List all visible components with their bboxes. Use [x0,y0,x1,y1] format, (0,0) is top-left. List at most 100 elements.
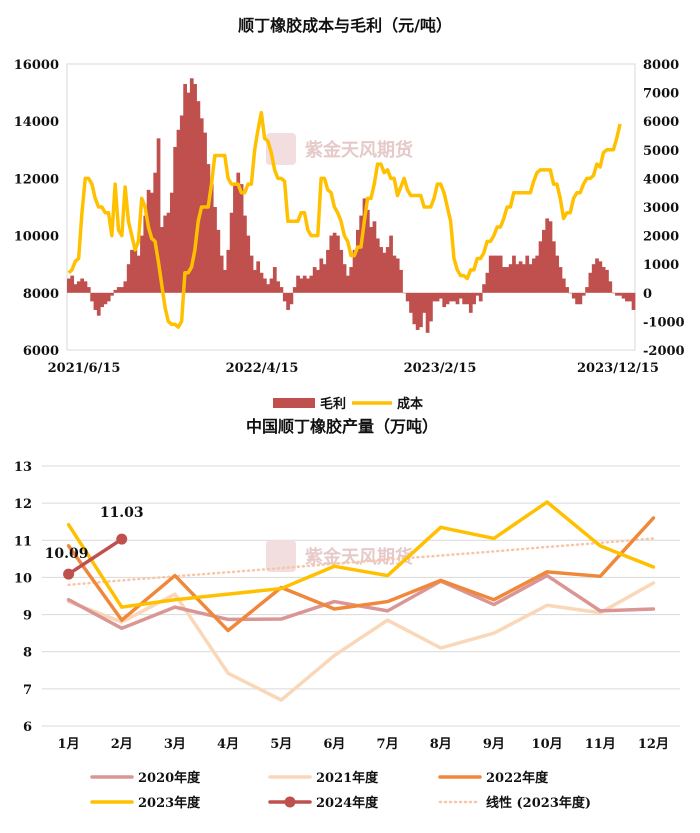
margin-bar [289,292,294,305]
chart1-left-axis: 6000 8000 10000 12000 14000 16000 [14,58,59,359]
margin-bar [605,269,609,293]
chart2-title: 中国顺丁橡胶产量（万吨） [246,417,438,436]
x-axis-tick-label: 2021/6/15 [48,361,121,376]
margin-bar [153,172,158,293]
margin-bar [70,275,75,293]
legend-label: 2023年度 [138,795,201,811]
margin-bar [346,275,350,293]
margin-bar [272,267,277,293]
margin-bar [143,215,148,293]
margin-bar [103,292,108,305]
margin-bar [342,264,347,293]
x-axis-tick-label: 5月 [270,737,292,752]
x-axis-tick-label: 11月 [585,737,616,752]
margin-bar [80,278,85,293]
margin-bar [282,292,287,302]
margin-bar [369,227,373,293]
margin-bar [349,267,354,293]
margin-bar [551,241,556,293]
margin-bar [203,132,207,293]
chart2-x-axis: 1月 2月 3月 4月 5月 6月 7月 8月 9月 10月 11月 12月 [58,737,669,752]
margin-bar [100,292,104,308]
legend-label: 2024年度 [316,795,379,811]
legend-swatch-margin [273,398,315,408]
margin-bar [455,292,460,305]
margin-bar [565,287,569,293]
margin-bar [189,78,194,293]
margin-bar [319,258,324,293]
margin-bar [432,292,437,302]
left-axis-tick-label: 10000 [14,230,59,245]
margin-bar [419,292,423,328]
right-axis-tick-label: 7000 [643,87,679,102]
left-axis-tick-label: 16000 [14,58,59,73]
margin-bar [262,278,267,293]
margin-bar [236,172,241,293]
margin-bar [555,255,559,293]
chart1-watermark-text: 紫金天风期货 [305,139,413,161]
margin-bar [535,255,540,293]
margin-bar [601,267,606,293]
left-axis-tick-label: 8000 [23,287,59,302]
margin-bar [588,272,593,293]
margin-bar [468,292,473,313]
series-marker-2024 [63,568,75,580]
margin-bar [140,235,144,293]
left-axis-tick-label: 12000 [14,172,59,187]
chart-cost-margin: 顺丁橡胶成本与毛利（元/吨） 紫金天风期货 600080001000012000… [14,16,685,412]
margin-bar [595,258,599,293]
chart1-right-axis: -2000 -1000 0 1000 2000 3000 4000 5000 6000 7000 8… [643,58,685,359]
margin-bar [578,292,583,305]
margin-bar [216,229,221,293]
chart2-y-axis: 6 7 8 9 10 11 12 13 [14,460,32,735]
margin-bar [618,292,623,296]
margin-bar [615,292,619,296]
legend-label: 线性 (2023年度) [486,795,591,811]
margin-bar [425,292,430,333]
margin-bar [392,255,397,293]
margin-bar [136,255,141,293]
margin-bar [93,292,98,310]
right-axis-tick-label: 4000 [643,172,679,187]
margin-bar [219,255,224,293]
margin-bar [302,275,307,293]
margin-bar [213,207,217,293]
margin-bar [296,275,300,293]
left-axis-tick-label: 14000 [14,115,59,130]
margin-bar [329,235,334,293]
margin-bar [355,229,360,293]
margin-bar [249,255,254,293]
y-axis-tick-label: 11 [14,534,32,549]
y-axis-tick-label: 7 [23,683,32,698]
margin-bar [372,221,377,293]
margin-bar [399,269,403,293]
y-axis-tick-label: 12 [14,497,32,512]
chart2-series-lines [63,500,656,702]
margin-bar [196,101,201,293]
margin-bar [309,275,314,293]
margin-bar [395,258,400,293]
chart1-margin-bars [67,78,636,333]
margin-bar [561,278,566,293]
margin-bar [239,184,244,293]
margin-bar [502,267,506,293]
right-axis-tick-label: 6000 [643,115,679,130]
margin-bar [156,138,161,293]
x-axis-tick-label: 2023/2/15 [404,361,477,376]
margin-bar [266,284,271,293]
margin-bar [292,287,297,293]
margin-bar [379,247,383,293]
margin-bar [631,292,636,310]
margin-bar [412,292,417,325]
margin-bar [415,292,420,330]
margin-bar [402,292,407,294]
y-axis-tick-label: 6 [23,720,32,735]
chart1-x-axis: 2021/6/15 2022/4/15 2023/2/15 2023/12/15 [48,361,659,376]
margin-bar [133,244,138,293]
chart2-legend: 2020年度 2021年度 2022年度 2023年度 2024年度 线性 (2023年度… [90,770,591,811]
x-axis-tick-label: 2022/4/15 [226,361,299,376]
legend-label-margin: 毛利 [320,396,346,412]
margin-bar [485,272,490,293]
legend-label: 2021年度 [316,770,379,786]
